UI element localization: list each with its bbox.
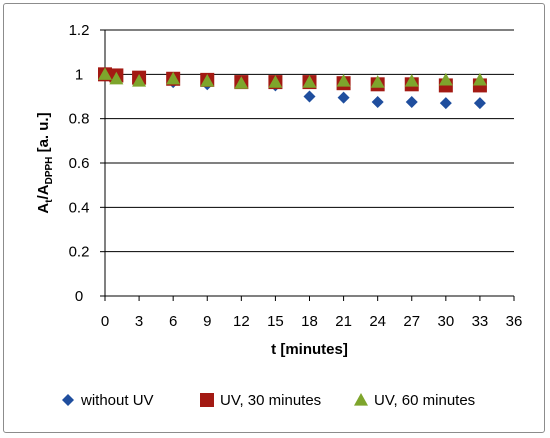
y-axis-title-unit: [a. u.] bbox=[35, 112, 52, 156]
data-point-diamond bbox=[439, 97, 452, 110]
legend-marker-square bbox=[200, 393, 214, 407]
data-point-triangle bbox=[302, 75, 317, 88]
x-tick-label: 21 bbox=[335, 313, 352, 330]
y-axis-title: At/ADPPH [a. u.] bbox=[35, 112, 55, 213]
data-point-triangle bbox=[370, 75, 385, 88]
legend: without UV UV, 30 minutes UV, 60 minutes bbox=[62, 392, 475, 409]
x-tick-label: 9 bbox=[203, 313, 211, 330]
legend-item-uv-60: UV, 60 minutes bbox=[354, 392, 475, 409]
data-point-triangle bbox=[132, 73, 147, 87]
axes bbox=[100, 29, 515, 301]
y-axis-title-sub-t: t bbox=[44, 199, 55, 203]
y-tick-label: 1.2 bbox=[69, 22, 90, 39]
chart-svg: 00.20.40.60.811.2 0 3 6 9 12 15 18 21 24 27 30 33 36… bbox=[35, 22, 523, 409]
data-point-triangle bbox=[268, 75, 283, 88]
y-tick-label: 0 bbox=[75, 288, 83, 305]
data-point-diamond bbox=[473, 97, 486, 110]
data-point-triangle bbox=[472, 72, 487, 86]
data-point-triangle bbox=[404, 73, 419, 87]
y-axis-title-mid: /A bbox=[35, 184, 52, 199]
x-tick-label: 30 bbox=[437, 313, 454, 330]
series-square bbox=[98, 67, 487, 93]
series-triangle bbox=[98, 67, 487, 89]
data-points bbox=[98, 67, 487, 110]
legend-item-without-uv: without UV bbox=[62, 392, 154, 409]
x-tick-label: 33 bbox=[472, 313, 489, 330]
legend-item-uv-30: UV, 30 minutes bbox=[200, 392, 321, 409]
data-point-triangle bbox=[200, 73, 215, 87]
data-point-triangle bbox=[234, 76, 249, 89]
y-tick-label: 0.6 bbox=[69, 155, 90, 172]
y-axis-title-main: A bbox=[35, 203, 52, 214]
data-point-diamond bbox=[303, 90, 316, 103]
y-tick-label: 0.4 bbox=[69, 199, 90, 216]
y-tick-labels: 0 0.2 0.4 0.6 0.8 1 1.2 bbox=[69, 22, 90, 305]
data-point-triangle bbox=[438, 72, 453, 86]
y-axis-title-sub-dpph: DPPH bbox=[44, 157, 55, 185]
x-tick-label: 27 bbox=[403, 313, 420, 330]
y-tick-label: 0.2 bbox=[69, 244, 90, 261]
legend-square-icon bbox=[200, 393, 214, 407]
data-point-diamond bbox=[337, 91, 350, 104]
x-tick-labels: 0 3 6 9 12 15 18 21 24 27 30 33 36 bbox=[101, 313, 523, 330]
x-tick-label: 6 bbox=[169, 313, 177, 330]
x-tick-label: 24 bbox=[369, 313, 386, 330]
chart-frame: 0 0.2 0.4 0.6 0.8 1 1.2 0 3 6 9 12 15 18 21 24 27 30 33 36… bbox=[3, 3, 545, 433]
x-tick-label: 12 bbox=[233, 313, 250, 330]
x-tick-label: 18 bbox=[301, 313, 318, 330]
data-point-triangle bbox=[336, 73, 351, 87]
legend-marker-diamond bbox=[62, 394, 74, 406]
gridlines bbox=[105, 29, 514, 253]
data-point-triangle bbox=[166, 71, 181, 85]
y-tick-label: 0.8 bbox=[69, 111, 90, 128]
x-tick-label: 36 bbox=[506, 313, 523, 330]
x-axis-title: t [minutes] bbox=[271, 341, 348, 358]
data-point-triangle bbox=[109, 71, 124, 85]
y-tick-label: 1 bbox=[75, 66, 83, 83]
legend-label-without-uv: without UV bbox=[80, 392, 154, 409]
legend-diamond-icon bbox=[62, 394, 74, 406]
legend-label-uv-30: UV, 30 minutes bbox=[220, 392, 321, 409]
legend-marker-triangle bbox=[354, 393, 368, 406]
x-tick-label: 0 bbox=[101, 313, 109, 330]
legend-label-uv-60: UV, 60 minutes bbox=[374, 392, 475, 409]
data-point-diamond bbox=[371, 96, 384, 109]
data-point-triangle bbox=[98, 67, 112, 80]
x-tick-label: 15 bbox=[267, 313, 284, 330]
x-tick-label: 3 bbox=[135, 313, 143, 330]
legend-triangle-icon bbox=[354, 393, 368, 406]
data-point-diamond bbox=[405, 96, 418, 109]
